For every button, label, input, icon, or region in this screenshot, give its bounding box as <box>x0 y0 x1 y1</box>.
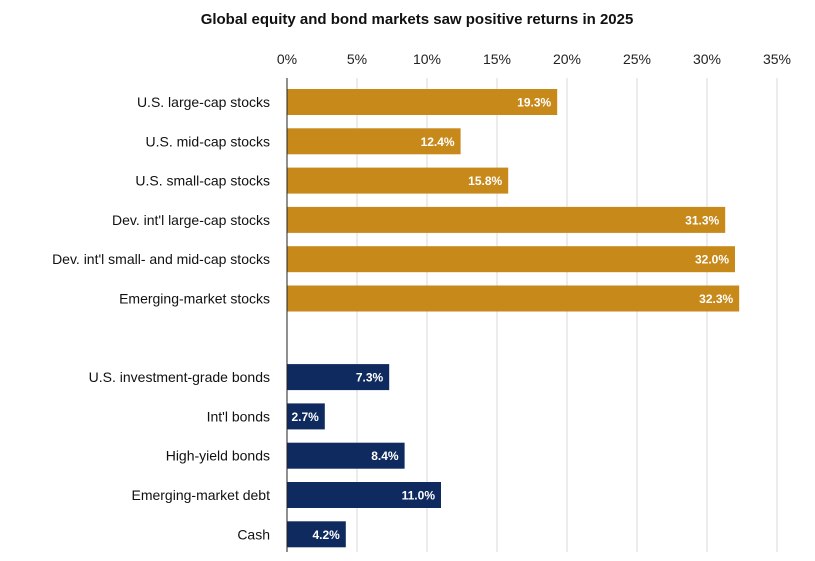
bar <box>287 206 726 233</box>
category-label: Emerging-market stocks <box>119 291 270 307</box>
bar-value-label: 11.0% <box>402 489 436 503</box>
category-label: U.S. mid-cap stocks <box>146 133 270 149</box>
bar <box>287 403 325 430</box>
x-tick-label: 10% <box>413 51 441 67</box>
category-label: Cash <box>237 526 270 542</box>
bar-value-label: 2.7% <box>291 410 319 424</box>
bar <box>287 364 390 391</box>
bar <box>287 482 441 508</box>
bar <box>287 89 558 115</box>
gridlines <box>356 78 778 552</box>
bar <box>287 246 735 273</box>
bar-value-label: 8.4% <box>371 449 399 463</box>
bar <box>287 285 740 312</box>
category-label: High-yield bonds <box>166 448 270 464</box>
bar-value-label: 32.3% <box>699 292 733 306</box>
bar <box>287 167 509 194</box>
bar <box>287 442 405 469</box>
bar-value-label: 12.4% <box>421 135 455 149</box>
bar-value-label: 4.2% <box>312 528 340 542</box>
bar-value-label: 19.3% <box>517 96 551 110</box>
bar-value-label: 15.8% <box>468 174 502 188</box>
x-tick-label: 0% <box>277 51 297 67</box>
bar-value-label: 32.0% <box>695 253 729 267</box>
category-labels: U.S. large-cap stocks U.S. mid-cap stocks… <box>52 94 270 542</box>
bar <box>287 128 461 155</box>
category-label: U.S. large-cap stocks <box>137 94 270 110</box>
bar-value-label: 31.3% <box>685 213 719 227</box>
category-label: U.S. small-cap stocks <box>135 173 270 189</box>
category-label: Dev. int'l small- and mid-cap stocks <box>52 251 270 267</box>
bar <box>287 521 346 548</box>
bar-value-label: 7.3% <box>356 371 384 385</box>
category-label: Emerging-market debt <box>131 487 270 503</box>
chart-title: Global equity and bond markets saw posit… <box>201 11 634 28</box>
x-tick-label: 30% <box>693 51 721 67</box>
category-label: Dev. int'l large-cap stocks <box>112 212 270 228</box>
category-label: Int'l bonds <box>207 408 270 424</box>
x-tick-label: 5% <box>347 51 367 67</box>
x-tick-label: 20% <box>553 51 581 67</box>
bars: 19.3% 12.4% 15.8% 31.3% 32.0% 32.3% 7.3% 2.7% 8.… <box>287 89 740 548</box>
x-tick-label: 15% <box>483 51 511 67</box>
x-tick-label: 35% <box>763 51 791 67</box>
x-tick-label: 25% <box>623 51 651 67</box>
x-axis-ticks: 0% 5% 10% 15% 20% 25% 30% 35% <box>277 51 791 67</box>
category-label: U.S. investment-grade bonds <box>89 369 270 385</box>
